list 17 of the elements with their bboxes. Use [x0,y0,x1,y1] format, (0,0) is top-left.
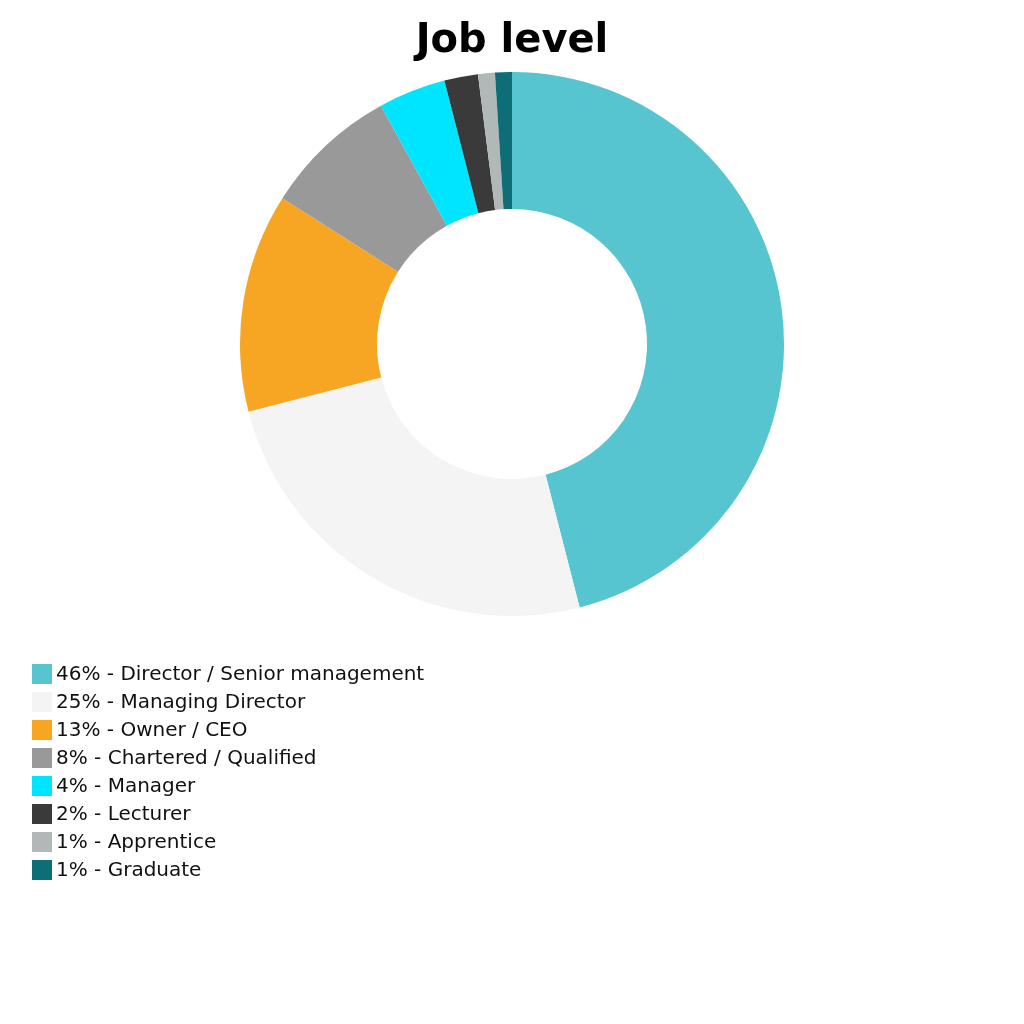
legend-label: 13% - Owner / CEO [56,717,248,741]
legend-label: 8% - Chartered / Qualified [56,745,317,769]
donut-slice [282,105,447,272]
legend-label: 1% - Graduate [56,857,202,881]
legend-label: 46% - Director / Senior management [56,661,425,685]
legend-label: 4% - Manager [56,773,197,797]
donut-slice [494,72,512,210]
donut-slice [240,198,399,412]
legend-label: 1% - Apprentice [56,829,217,853]
donut-slice [512,72,784,608]
donut-slice [477,72,504,211]
donut-slice [380,80,479,226]
legend-label: 25% - Managing Director [56,689,306,713]
donut-slice [248,377,580,616]
donut-slice [444,74,496,214]
legend-label: 2% - Lecturer [56,801,192,825]
chart-title: Job level [412,15,609,61]
